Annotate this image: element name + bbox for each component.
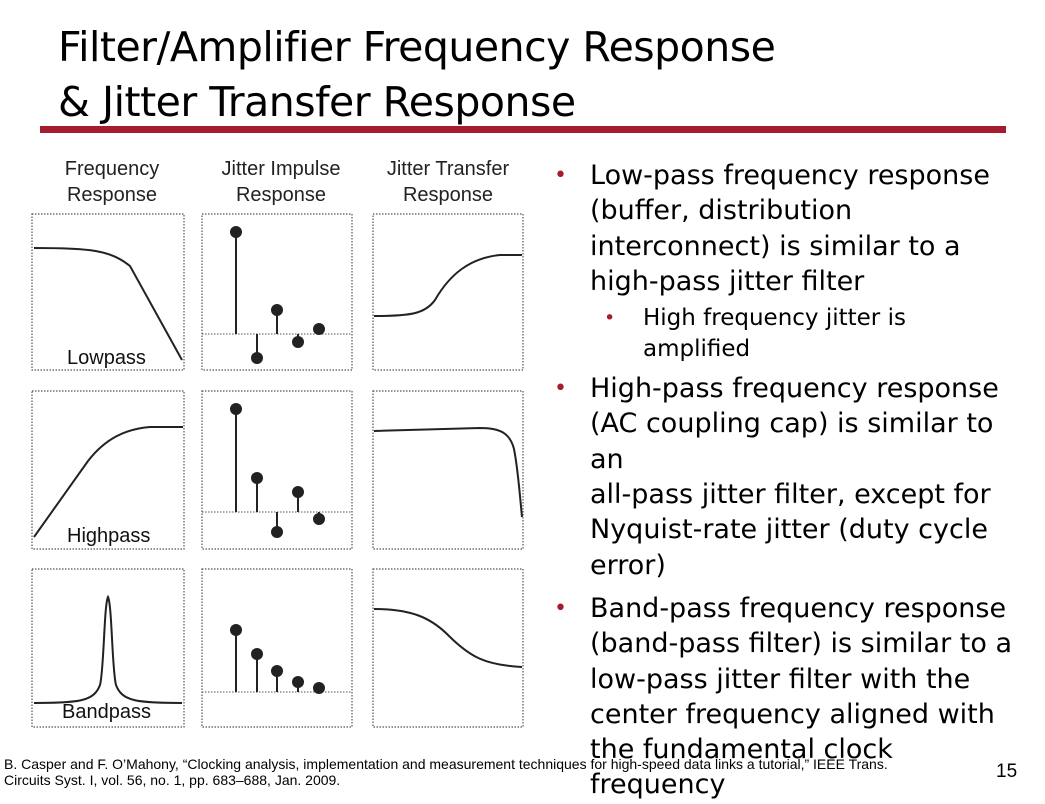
row-label-lowpass: Lowpass: [67, 347, 146, 369]
title-rule: [40, 126, 1006, 133]
bullet-dot: •: [554, 376, 567, 402]
lowpass-transfer-curve: [373, 254, 522, 317]
citation: B. Casper and F. O’Mahony, “Clocking ana…: [4, 756, 888, 788]
row-label-highpass: Highpass: [67, 525, 151, 547]
bullet-lowpass: • Low-pass frequency response (buffer, d…: [554, 160, 990, 297]
bullet-dot: •: [554, 595, 567, 621]
highpass-plots: [31, 390, 524, 550]
row-label-bandpass: Bandpass: [62, 701, 151, 723]
figure-row-lowpass: Lowpass: [30, 210, 526, 374]
highpass-impulse-stems: [230, 403, 325, 538]
sub-bullet-amplified: • High frequency jitter is amplified: [604, 305, 906, 363]
col-header-transfer: Jitter Transfer Response: [386, 158, 510, 206]
lowpass-impulse-stems: [230, 226, 325, 364]
col-header-frequency: Frequency Response: [64, 158, 160, 206]
highpass-transfer-curve: [373, 426, 523, 518]
bullet-highpass: • High-pass frequency response (AC coupl…: [554, 373, 999, 581]
lowpass-frequency-curve: [33, 247, 183, 361]
bandpass-impulse-stems: [230, 624, 325, 694]
lowpass-plots: [31, 213, 524, 371]
bullet-bandpass: • Band-pass frequency response (band-pas…: [554, 592, 1013, 801]
page-number: 15: [996, 761, 1018, 782]
col-header-impulse: Jitter Impulse Response: [221, 158, 341, 206]
figure-row-highpass: Highpass: [30, 387, 526, 551]
bullet-list: • Low-pass frequency response (buffer, d…: [552, 158, 1032, 803]
bandpass-plots: [31, 568, 524, 728]
title-line-1: Filter/Amplifier Frequency Response: [58, 23, 776, 71]
slide-title: Filter/Amplifier Frequency Response & Ji…: [58, 20, 776, 130]
sub-bullet-dot: •: [604, 307, 616, 330]
figure-row-bandpass: Bandpass: [30, 565, 526, 729]
bandpass-frequency-curve: [33, 594, 183, 704]
bandpass-transfer-curve: [373, 608, 523, 668]
title-line-2: & Jitter Transfer Response: [58, 78, 576, 126]
highpass-frequency-curve: [33, 426, 183, 538]
bullet-dot: •: [554, 163, 567, 188]
